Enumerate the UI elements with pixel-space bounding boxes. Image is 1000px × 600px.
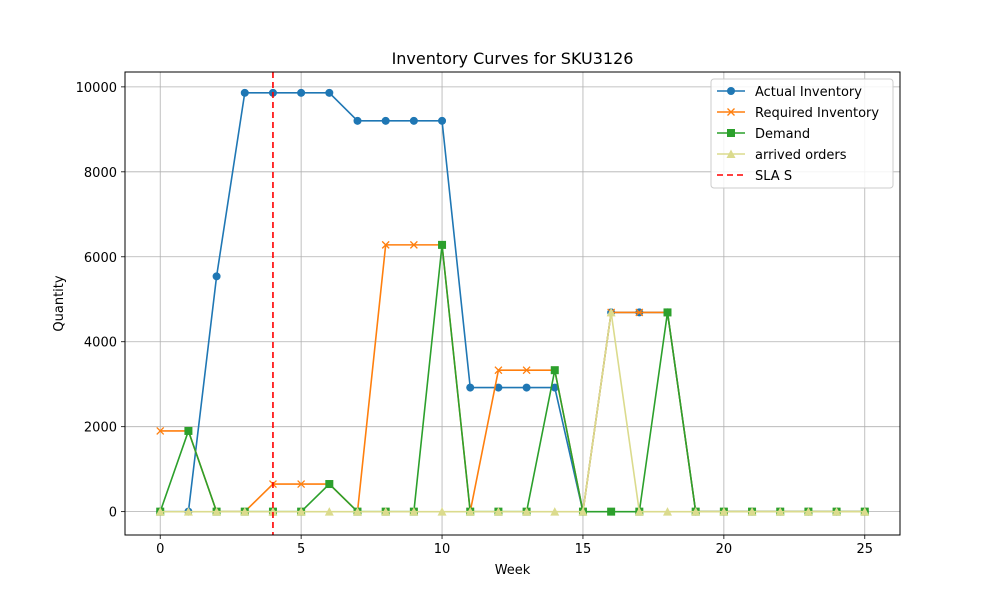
data-point [550,507,560,516]
legend-label: SLA S [755,169,792,184]
data-point [156,426,165,435]
data-point [606,307,616,317]
data-point [634,507,644,516]
data-point [832,507,842,516]
data-point [522,507,532,516]
data-point [493,507,503,516]
data-point [550,366,559,375]
data-point [522,383,531,392]
data-point [184,426,193,435]
data-point [663,507,672,516]
data-point [691,507,701,516]
legend-label: Required Inventory [755,106,879,121]
legend-entry: Required Inventory [717,106,879,121]
x-axis-title: Week [495,563,531,578]
legend-marker [727,129,735,137]
legend-entry: arrived orders [717,148,847,163]
data-point [465,507,475,516]
x-tick-label: 15 [575,542,592,557]
legend-entry: SLA S [717,169,792,184]
y-tick-label: 2000 [84,421,117,436]
y-tick-label: 0 [109,506,117,521]
legend-marker [727,87,735,95]
data-point [550,383,559,392]
y-tick-label: 10000 [76,81,117,96]
data-point [719,507,729,516]
y-axis-title: Quantity [52,275,67,331]
series-line [159,244,865,513]
y-tick-label: 8000 [84,166,117,181]
data-point [522,366,531,375]
legend-entry: Demand [717,127,810,142]
x-tick-label: 10 [434,542,451,557]
y-tick-label: 4000 [84,336,117,351]
legend-entry: Actual Inventory [717,85,862,100]
legend-label: Demand [755,127,810,142]
data-point [494,383,503,392]
data-point [381,240,390,249]
legend-label: Actual Inventory [755,85,862,100]
data-point [212,272,221,281]
series-required-inventory [156,240,869,516]
data-point [663,308,672,317]
data-point [240,507,250,516]
x-tick-label: 0 [156,542,164,557]
data-point [437,507,447,516]
data-point [438,240,447,249]
legend-marker [727,108,735,116]
series-arrived-orders [155,307,870,516]
data-point [353,507,362,516]
data-point [803,507,813,516]
x-tick-label: 25 [856,542,873,557]
legend-label: arrived orders [755,148,847,163]
data-point [155,507,165,516]
chart-title: Inventory Curves for SKU3126 [392,49,634,68]
x-tick-label: 5 [297,542,305,557]
plot-frame [124,71,901,536]
legend: Actual Inventory Required Inventory Demand… [710,78,894,189]
data-point [438,116,447,125]
legend-box [710,78,894,189]
series-line [160,244,865,514]
data-point [325,88,334,97]
data-point [607,507,616,516]
x-tick-label: 20 [716,542,733,557]
y-tick-label: 6000 [84,251,117,266]
data-point [296,507,306,516]
legend-marker [726,149,736,158]
data-point [635,308,644,317]
data-point [409,507,419,516]
data-point [297,480,306,488]
data-point [747,507,757,516]
data-point [353,116,362,125]
data-point [324,507,334,516]
data-point [183,507,193,516]
data-point [578,507,588,516]
data-point [775,507,785,516]
data-point [466,383,475,392]
data-point [409,240,418,249]
series-demand [156,240,869,516]
data-point [860,507,870,516]
data-point [212,507,222,516]
data-point [325,480,334,489]
series-layer [155,72,870,535]
data-point [240,88,249,97]
series-line [160,312,865,513]
data-point [409,116,418,125]
data-point [494,366,503,375]
ticks: 0 5 10 15 20 25 0 2000 4000 6000 8000 10000 [76,81,873,557]
data-point [268,507,278,516]
data-point [297,88,306,97]
data-point [381,507,391,516]
data-point [381,116,390,125]
